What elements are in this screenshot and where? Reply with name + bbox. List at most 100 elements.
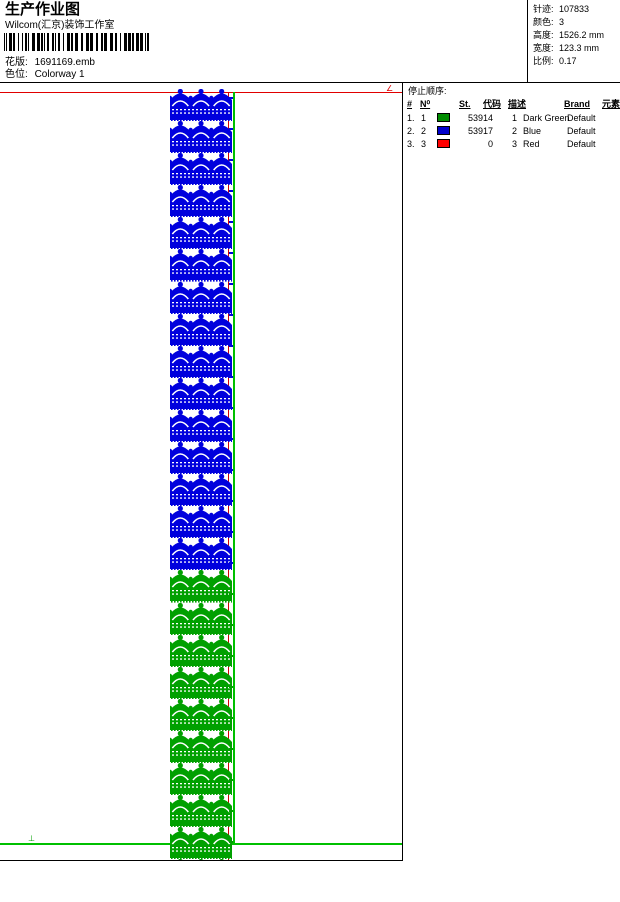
stop-sequence-title: 停止顺序: — [408, 86, 447, 96]
production-worksheet-page: 生产作业图 Wilcom(汇京)装饰工作室 花版: 1691169.emb 色位… — [0, 0, 620, 861]
vertical-green-guide — [233, 92, 235, 843]
stitch-tick — [229, 376, 233, 378]
info-value-width: 123.3 mm — [559, 43, 600, 53]
lace-motif — [170, 345, 232, 378]
info-value-stitches: 107833 — [559, 4, 590, 14]
info-label-width: 宽度: — [533, 43, 554, 53]
header-element: 元素 — [602, 99, 620, 109]
header-band: 生产作业图 Wilcom(汇京)装饰工作室 花版: 1691169.emb 色位… — [0, 0, 620, 83]
stitch-tick — [229, 128, 233, 130]
lace-motif — [170, 185, 232, 218]
info-value-height: 1526.2 mm — [559, 30, 605, 40]
stitch-tick — [229, 221, 233, 223]
header-no: N⁰ — [420, 99, 431, 109]
row-st: 53917 — [467, 126, 493, 136]
stitch-tick — [229, 407, 233, 409]
embroidery-design-column — [170, 89, 232, 860]
lace-motif — [170, 281, 232, 314]
design-file-label: 花版: — [5, 57, 28, 68]
table-row[interactable]: 3. 3 0 3 Red Default — [404, 138, 620, 151]
table-row[interactable]: 2. 2 53917 2 Blue Default — [404, 125, 620, 138]
table-header-row: # N⁰ St. 代码 描述 Brand 元素 — [404, 98, 620, 112]
stitch-tick — [229, 97, 233, 99]
lace-motif — [170, 313, 232, 346]
stitch-tick — [229, 345, 233, 347]
header-st: St. — [459, 99, 471, 109]
colorway-value: Colorway 1 — [34, 69, 85, 80]
design-canvas[interactable]: ∠ ⊥ — [0, 83, 403, 861]
stitch-tick — [229, 252, 233, 254]
lace-motif — [170, 795, 232, 828]
stop-sequence-panel: 停止顺序: # N⁰ St. 代码 描述 Brand 元素 1. 1 53914… — [404, 83, 620, 861]
stitch-tick — [229, 562, 233, 564]
lace-motif — [170, 442, 232, 475]
row-desc: Blue — [523, 126, 542, 136]
lace-motif — [170, 827, 232, 860]
stitch-tick — [229, 841, 233, 843]
lace-motif — [170, 249, 232, 282]
info-row-colors: 颜色: 3 — [533, 17, 564, 28]
stitch-tick — [229, 283, 233, 285]
lace-motif — [170, 634, 232, 667]
row-st: 53914 — [467, 113, 493, 123]
lace-motif — [170, 762, 232, 796]
info-label-scale: 比例: — [533, 56, 554, 66]
studio-name: Wilcom(汇京)装饰工作室 — [5, 20, 115, 31]
stitch-tick — [229, 655, 233, 657]
lace-motif — [170, 377, 232, 410]
stitch-tick — [229, 314, 233, 316]
lace-motif — [170, 730, 232, 763]
stitch-tick — [229, 593, 233, 595]
table-row[interactable]: 1. 1 53914 1 Dark Green Default — [404, 112, 620, 125]
top-boundary-marker: ∠ — [386, 84, 394, 93]
row-code: 3 — [511, 139, 517, 149]
row-index: 1. — [407, 113, 415, 123]
row-no: 1 — [421, 113, 427, 123]
header-desc: 描述 — [508, 99, 527, 109]
row-brand: Default — [567, 113, 596, 123]
barcode-icon — [4, 33, 149, 51]
info-label-colors: 颜色: — [533, 17, 554, 27]
info-row-width: 宽度: 123.3 mm — [533, 43, 599, 54]
row-index: 3. — [407, 139, 415, 149]
lace-motif — [170, 698, 232, 731]
info-value-colors: 3 — [559, 17, 565, 27]
header-brand: Brand — [564, 99, 591, 109]
vertical-red-guide — [228, 92, 229, 860]
row-desc: Red — [523, 139, 540, 149]
lace-motif — [170, 666, 232, 699]
stitch-tick — [229, 190, 233, 192]
stitch-tick — [229, 810, 233, 812]
color-swatch — [437, 139, 450, 148]
lace-motif — [170, 474, 232, 507]
bottom-boundary-marker: ⊥ — [28, 834, 35, 843]
stitch-tick — [229, 500, 233, 502]
header-code: 代码 — [483, 99, 502, 109]
row-brand: Default — [567, 126, 596, 136]
info-value-scale: 0.17 — [559, 56, 577, 66]
stitch-tick — [229, 438, 233, 440]
info-row-scale: 比例: 0.17 — [533, 56, 577, 67]
lace-motif — [170, 409, 232, 443]
color-table: # N⁰ St. 代码 描述 Brand 元素 1. 1 53914 1 Dar… — [404, 98, 620, 151]
lace-motif — [170, 538, 232, 571]
lace-motif — [170, 153, 232, 186]
stitch-tick — [229, 748, 233, 750]
design-file-value: 1691169.emb — [34, 57, 95, 68]
stitch-tick — [229, 531, 233, 533]
design-info-panel: 针迹: 107833 颜色: 3 高度: 1526.2 mm 宽度: 123.3… — [529, 0, 620, 83]
row-no: 2 — [421, 126, 427, 136]
color-swatch — [437, 113, 450, 122]
lace-motif — [170, 602, 232, 635]
lace-motif — [170, 859, 232, 860]
lace-motif — [170, 89, 232, 122]
stitch-tick — [229, 159, 233, 161]
info-label-stitches: 针迹: — [533, 4, 554, 14]
colorway-label: 色位: — [5, 69, 28, 80]
colorway-row: 色位: Colorway 1 — [5, 69, 85, 81]
header-index: # — [407, 99, 413, 109]
stitch-tick — [229, 469, 233, 471]
lace-motif — [170, 570, 232, 603]
row-code: 2 — [511, 126, 517, 136]
design-file-row: 花版: 1691169.emb — [5, 57, 95, 69]
